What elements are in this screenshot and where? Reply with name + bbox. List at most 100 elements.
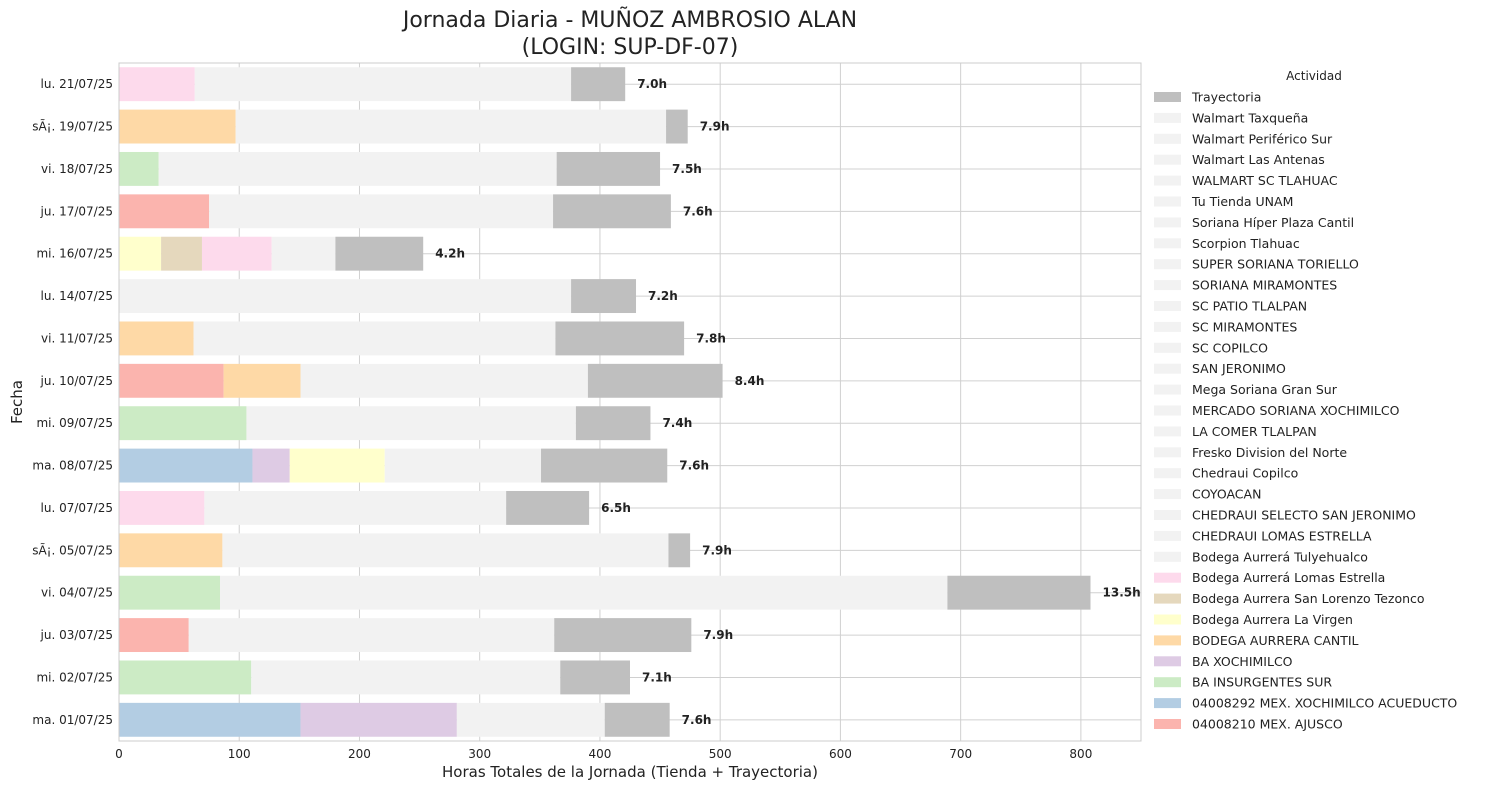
legend-entry-label: Bodega Aurrerá Tulyehualco xyxy=(1192,549,1368,564)
legend-entry-label: Bodega Aurrerá Lomas Estrella xyxy=(1192,570,1385,585)
x-tick-label: 300 xyxy=(468,747,491,761)
y-tick-label: vi. 11/07/25 xyxy=(41,331,113,345)
bar-segment xyxy=(119,279,572,314)
bar-segment xyxy=(554,618,692,653)
legend-swatch xyxy=(1154,635,1181,646)
bar-segment xyxy=(947,575,1091,610)
bar-total-label: 7.8h xyxy=(696,331,726,345)
legend-swatch xyxy=(1154,530,1181,541)
bar-segment xyxy=(571,279,637,314)
legend-swatch xyxy=(1154,719,1181,729)
legend-entry-label: Walmart Periférico Sur xyxy=(1192,131,1333,146)
plot-area: 0 100 200 300 400 500 600 700 800 7.0h lu. 21/07/2… xyxy=(32,62,1142,761)
legend-entry-label: Walmart Taxqueña xyxy=(1192,110,1308,125)
legend-entry-label: Scorpion Tlahuac xyxy=(1192,236,1300,251)
legend-entry-label: BA XOCHIMILCO xyxy=(1192,654,1293,669)
bar-segment xyxy=(251,660,561,695)
legend-entry-label: 04008292 MEX. XOCHIMILCO ACUEDUCTO xyxy=(1192,696,1457,711)
bar-total-label: 7.2h xyxy=(648,289,678,303)
y-tick-label: vi. 18/07/25 xyxy=(41,162,113,176)
bar-total-label: 7.9h xyxy=(702,543,732,557)
bar-segment xyxy=(119,618,189,653)
legend-swatch xyxy=(1154,593,1181,604)
legend-entry-label: SAN JERONIMO xyxy=(1192,361,1286,376)
legend-swatch xyxy=(1154,133,1181,144)
bar-segment xyxy=(194,67,572,102)
legend-swatch xyxy=(1154,154,1181,165)
bar-segment xyxy=(384,448,542,483)
legend: Actividad Trayectoria Walmart Taxqueña Wal… xyxy=(1154,69,1457,732)
bar-total-label: 13.5h xyxy=(1103,586,1141,600)
y-tick-label: ju. 03/07/25 xyxy=(40,628,113,642)
legend-entry-label: Walmart Las Antenas xyxy=(1192,152,1325,167)
legend-swatch xyxy=(1154,510,1181,520)
y-tick-label: mi. 16/07/25 xyxy=(36,247,113,261)
legend-swatch xyxy=(1154,489,1181,500)
x-tick-label: 200 xyxy=(348,747,371,761)
legend-entry-label: Fresko Division del Norte xyxy=(1192,445,1347,460)
bar-total-label: 8.4h xyxy=(735,374,765,388)
bar-total-label: 7.9h xyxy=(700,120,730,134)
y-tick-label: sÃ¡. 19/07/25 xyxy=(32,119,113,134)
y-tick-label: vi. 04/07/25 xyxy=(41,586,113,600)
legend-swatch xyxy=(1154,301,1181,311)
legend-entry-label: SUPER SORIANA TORIELLO xyxy=(1192,257,1359,272)
y-tick-label: mi. 02/07/25 xyxy=(36,670,113,684)
bar-total-label: 4.2h xyxy=(435,247,465,261)
legend-entry-label: CHEDRAUI SELECTO SAN JERONIMO xyxy=(1192,508,1416,523)
x-axis-label: Horas Totales de la Jornada (Tienda + Tr… xyxy=(442,763,818,781)
bar-segment xyxy=(335,236,424,271)
legend-swatch xyxy=(1154,656,1181,667)
bar-total-label: 6.5h xyxy=(601,501,631,515)
legend-entry-label: BODEGA AURRERA CANTIL xyxy=(1192,633,1359,648)
legend-swatch xyxy=(1154,698,1181,709)
y-tick-label: lu. 14/07/25 xyxy=(41,289,113,303)
legend-swatch xyxy=(1154,280,1181,291)
bar-segment xyxy=(209,194,554,229)
bar-segment xyxy=(300,363,588,398)
legend-entry-label: SC PATIO TLALPAN xyxy=(1192,299,1307,314)
legend-swatch xyxy=(1154,92,1181,102)
bar-segment xyxy=(553,194,671,229)
legend-swatch xyxy=(1154,572,1181,583)
bar-total-label: 7.6h xyxy=(683,204,713,218)
bar-segment xyxy=(223,363,301,398)
bar-segment xyxy=(556,151,661,186)
bar-segment xyxy=(252,448,290,483)
legend-swatch xyxy=(1154,614,1181,625)
bar-segment xyxy=(119,151,159,186)
x-tick-label: 700 xyxy=(949,747,972,761)
legend-swatch xyxy=(1154,259,1181,270)
bar-segment xyxy=(201,236,272,271)
legend-entry-label: CHEDRAUI LOMAS ESTRELLA xyxy=(1192,528,1372,543)
legend-swatch xyxy=(1154,238,1181,249)
bar-total-label: 7.6h xyxy=(679,459,709,473)
bar-total-label: 7.5h xyxy=(672,162,702,176)
bar-segment xyxy=(119,236,162,271)
y-tick-label: ju. 17/07/25 xyxy=(40,204,113,218)
y-tick-label: ju. 10/07/25 xyxy=(40,374,113,388)
y-axis-label: Fecha xyxy=(8,380,26,424)
bar-segment xyxy=(555,321,685,356)
bar-segment xyxy=(289,448,385,483)
legend-swatch xyxy=(1154,112,1181,123)
bar-segment xyxy=(119,490,205,525)
legend-entry-label: COYOACAN xyxy=(1192,487,1261,502)
bar-segment xyxy=(587,363,723,398)
bar-segment xyxy=(188,618,555,653)
legend-entry-label: SC COPILCO xyxy=(1192,340,1268,355)
legend-entry-label: MERCADO SORIANA XOCHIMILCO xyxy=(1192,403,1400,418)
bar-segment xyxy=(604,702,670,737)
bar-total-label: 7.6h xyxy=(682,713,712,727)
chart-title-line-1: Jornada Diaria - MUÑOZ AMBROSIO ALAN xyxy=(401,6,857,33)
bar-total-label: 7.9h xyxy=(703,628,733,642)
bar-segment xyxy=(193,321,556,356)
legend-title: Actividad xyxy=(1286,69,1342,83)
x-tick-label: 600 xyxy=(829,747,852,761)
bar-segment xyxy=(204,490,507,525)
y-tick-label: ma. 08/07/25 xyxy=(32,459,113,473)
y-tick-label: sÃ¡. 05/07/25 xyxy=(32,542,113,557)
bar-segment xyxy=(666,109,688,144)
bar-segment xyxy=(668,533,691,568)
